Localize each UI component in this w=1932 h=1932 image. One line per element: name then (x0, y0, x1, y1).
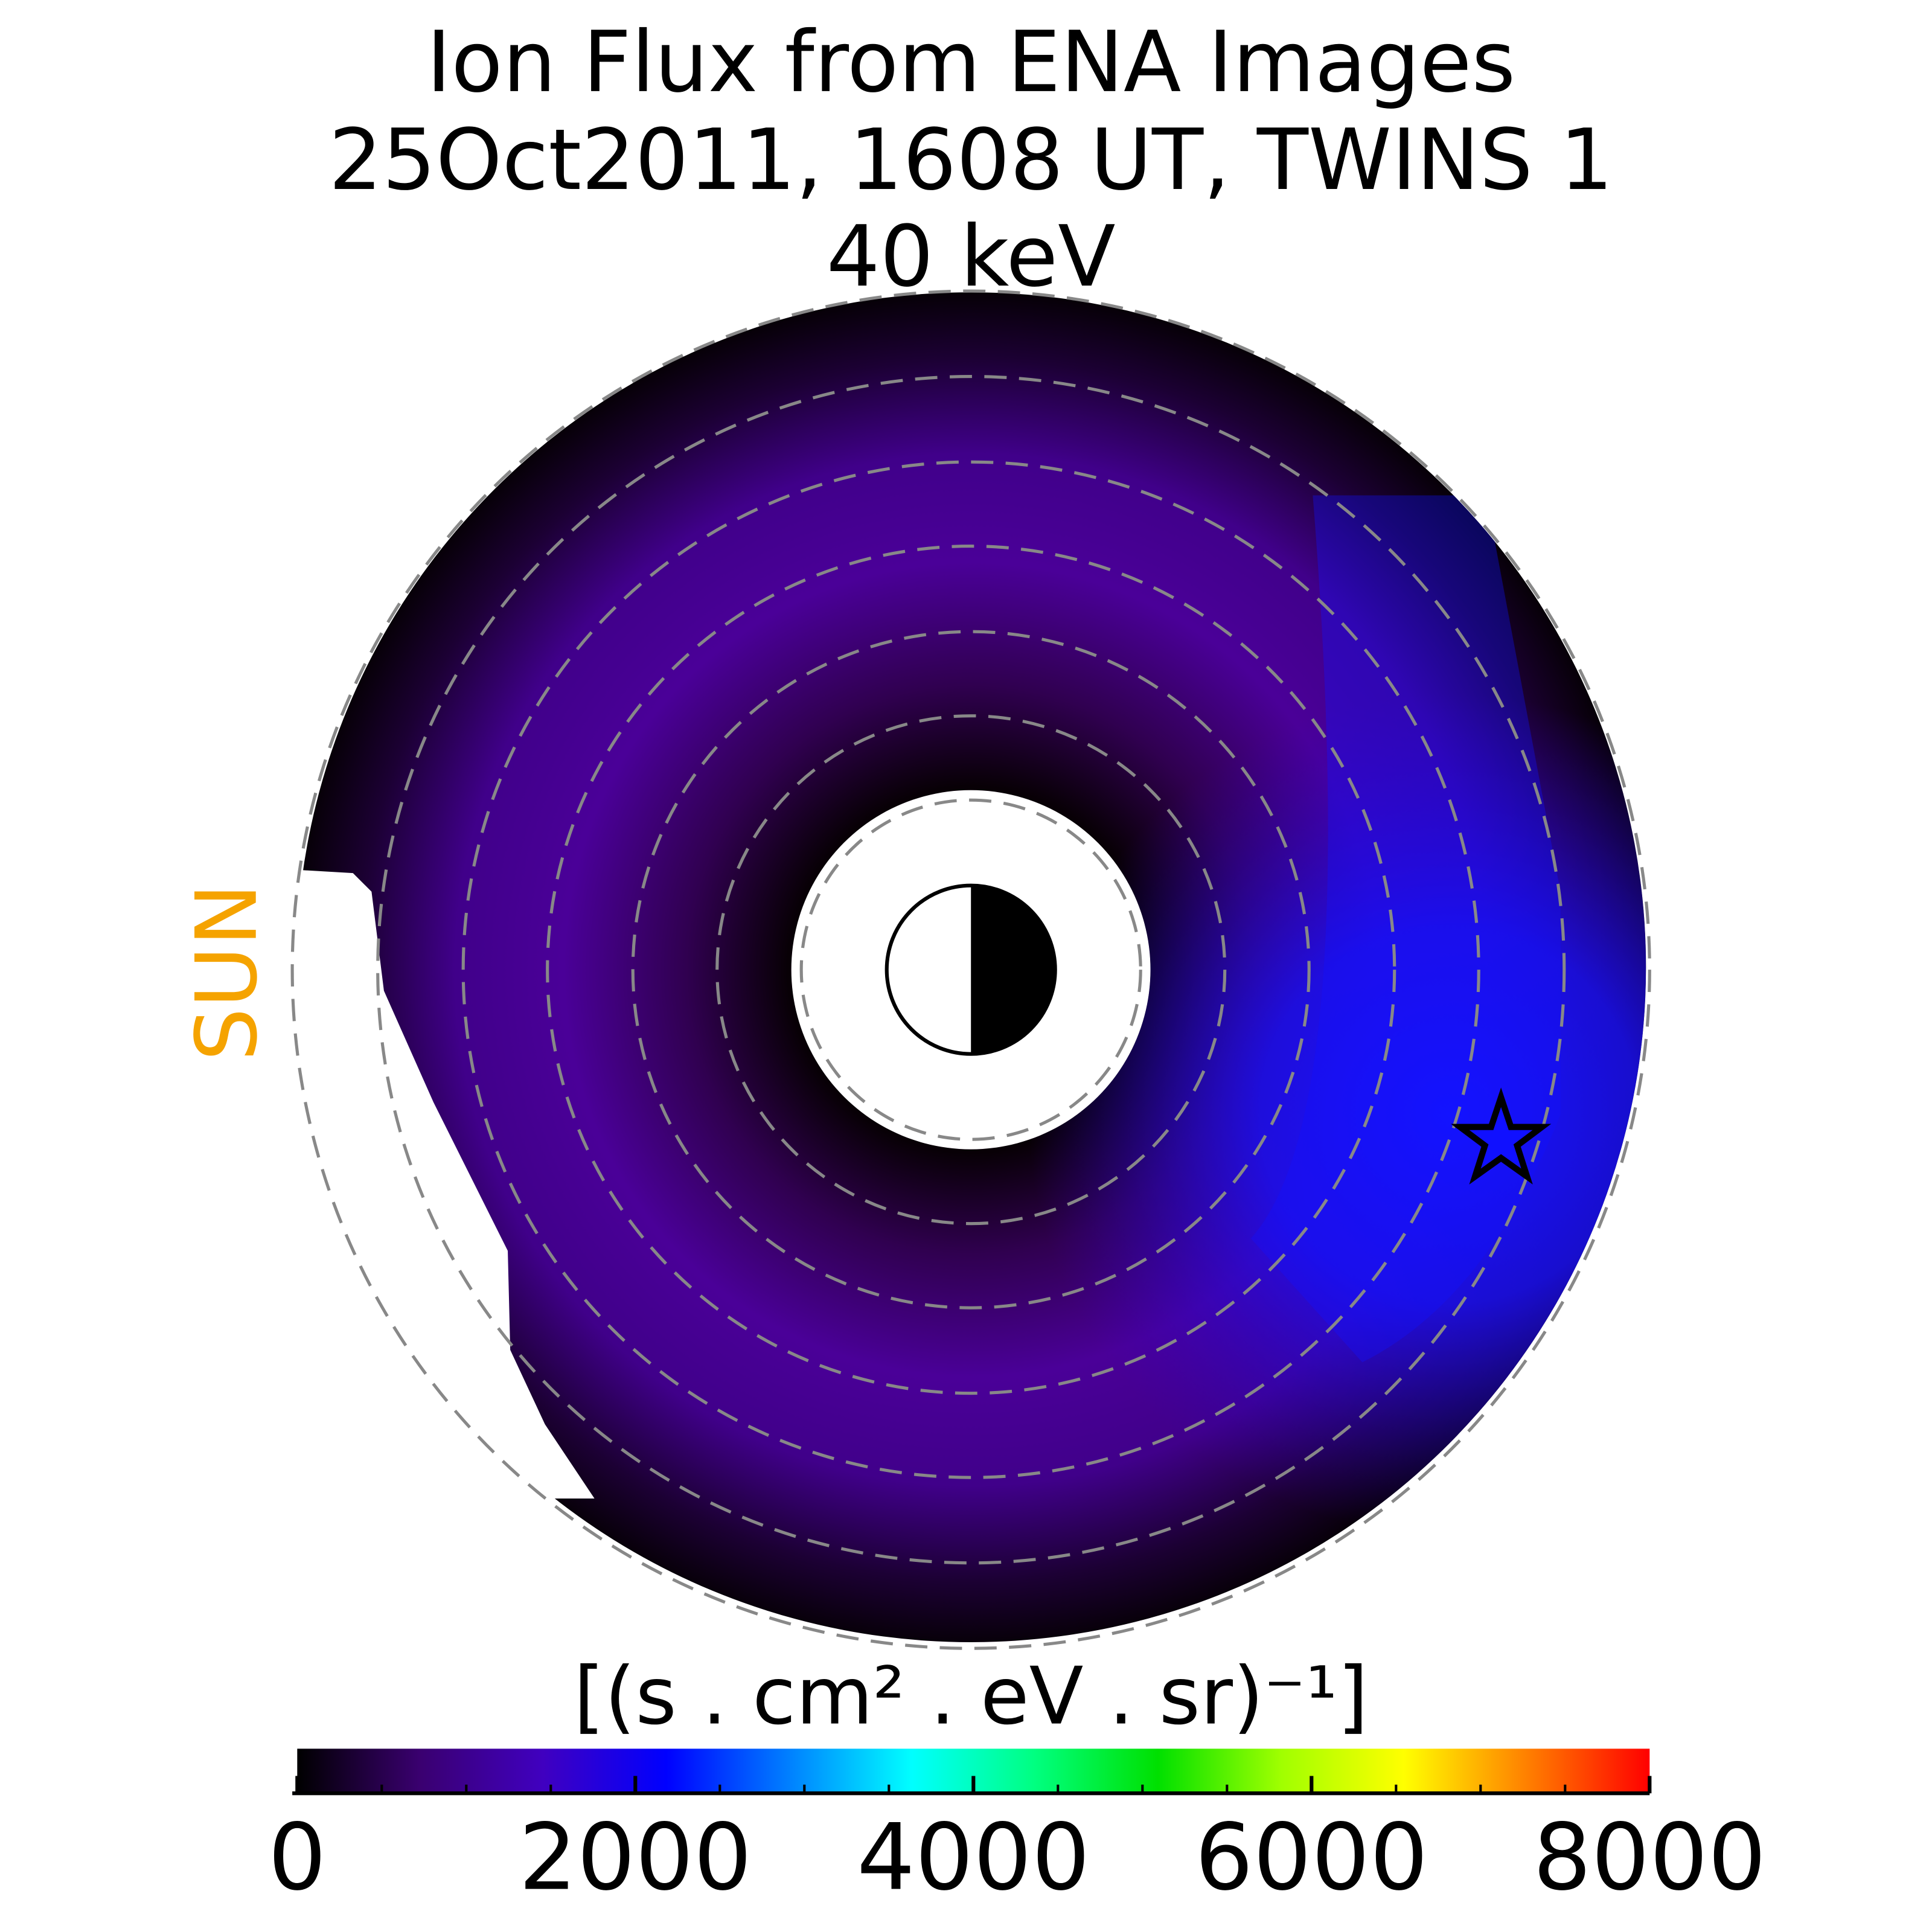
colorbar-tick-label: 8000 (1533, 1804, 1766, 1911)
colorbar-tick-label: 0 (268, 1804, 327, 1911)
earth (884, 883, 1057, 1056)
colorbar-tick-label: 4000 (857, 1804, 1090, 1911)
sun-label: SUN (178, 883, 276, 1061)
distance-rings (290, 289, 1651, 1650)
title-line: 40 keV (827, 208, 1116, 305)
colorbar-tick-label: 2000 (519, 1804, 752, 1911)
colorbar-label: [(s . cm² . eV . sr)⁻¹] (574, 1650, 1368, 1742)
colorbar-tick-label: 6000 (1195, 1804, 1428, 1911)
title-line: Ion Flux from ENA Images (426, 13, 1515, 111)
spacecraft-star (1451, 1087, 1552, 1185)
title-line: 25Oct2011, 1608 UT, TWINS 1 (328, 111, 1613, 209)
